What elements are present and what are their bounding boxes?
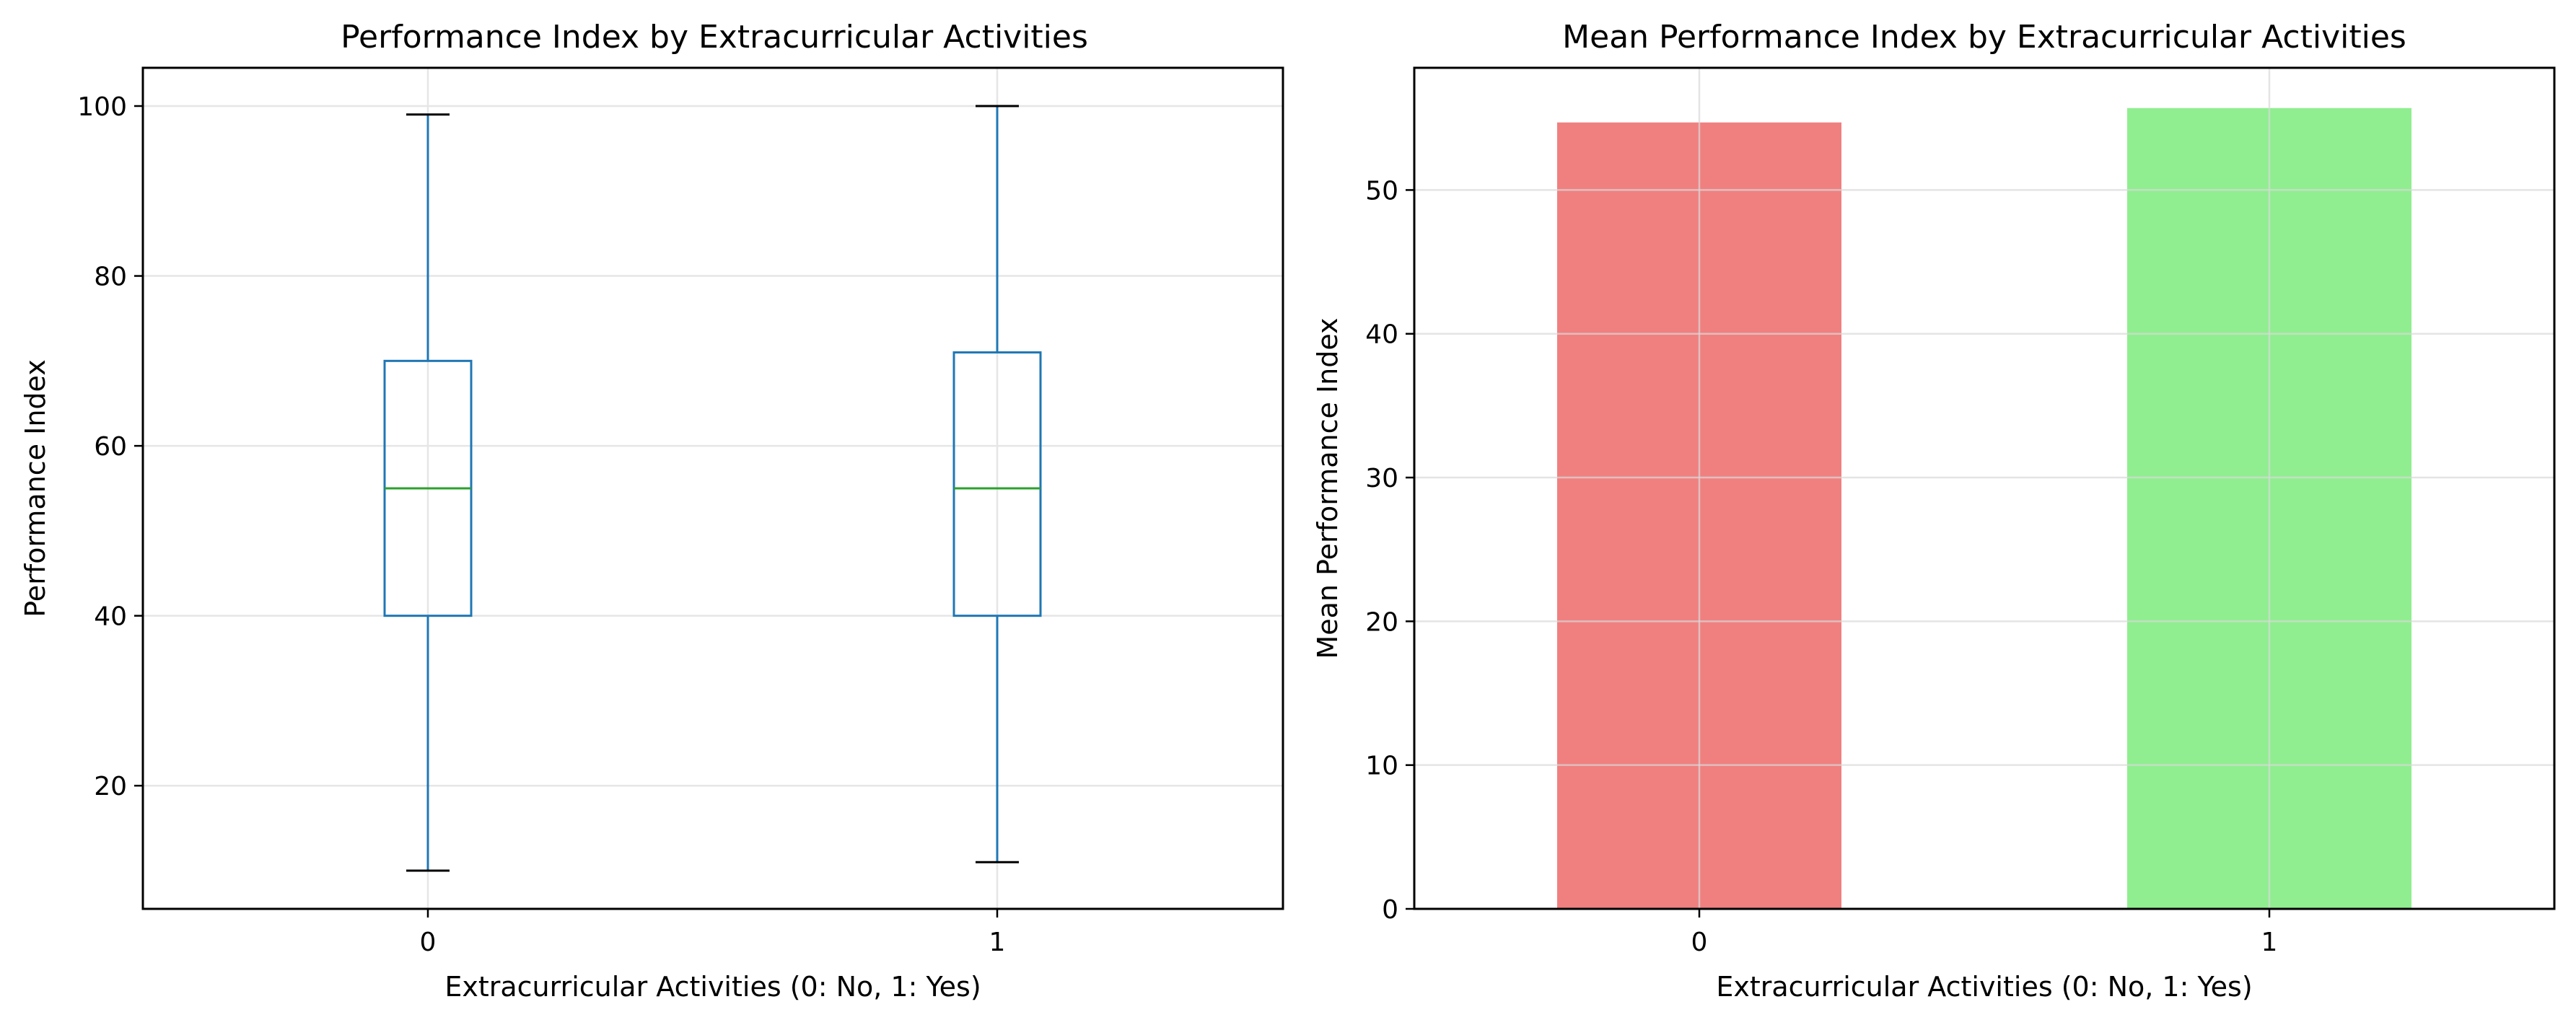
box-iqr xyxy=(952,351,1042,617)
bar-y-tick-label: 40 xyxy=(1365,320,1398,350)
barchart-y-ticks: 0 10 20 30 40 50 xyxy=(1365,176,1414,925)
boxplot-marks xyxy=(383,105,1042,872)
bar-y-tick-label: 0 xyxy=(1382,895,1398,925)
boxplot-title: Performance Index by Extracurricular Act… xyxy=(341,19,1088,56)
bar-y-tick-label: 20 xyxy=(1365,607,1398,637)
boxplot-y-ticks: 20 40 60 80 100 xyxy=(77,92,143,801)
barchart-y-label: Mean Performance Index xyxy=(1312,317,1344,659)
box-y-tick-label: 100 xyxy=(77,92,127,122)
barchart-frame xyxy=(1413,66,2556,910)
barchart-marks xyxy=(1557,107,2411,909)
box-y-tick-label: 80 xyxy=(94,263,127,292)
bar-x-tick-label: 0 xyxy=(1691,928,1708,957)
boxplot-panel: Performance Index by Extracurricular Act… xyxy=(19,19,1284,1003)
bar-y-tick-label: 30 xyxy=(1365,464,1398,493)
bar-y-tick-label: 10 xyxy=(1365,752,1398,781)
bar-y-tick-label: 50 xyxy=(1365,176,1398,206)
boxplot-frame xyxy=(141,66,1284,910)
box-y-tick-label: 40 xyxy=(94,602,127,632)
barchart-title: Mean Performance Index by Extracurricula… xyxy=(1562,19,2406,56)
box-y-tick-label: 20 xyxy=(94,772,127,801)
boxplot-grid xyxy=(143,68,1283,909)
box-y-tick-label: 60 xyxy=(94,432,127,462)
box-x-tick-label: 1 xyxy=(989,928,1006,957)
box-x-tick-label: 0 xyxy=(420,928,437,957)
boxplot-x-label: Extracurricular Activities (0: No, 1: Ye… xyxy=(444,971,981,1003)
barchart-panel: Mean Performance Index by Extracurricula… xyxy=(1312,19,2556,1003)
boxplot-y-label: Performance Index xyxy=(19,359,51,617)
barchart-x-label: Extracurricular Activities (0: No, 1: Ye… xyxy=(1716,971,2252,1003)
bar-x-tick-label: 1 xyxy=(2261,928,2278,957)
